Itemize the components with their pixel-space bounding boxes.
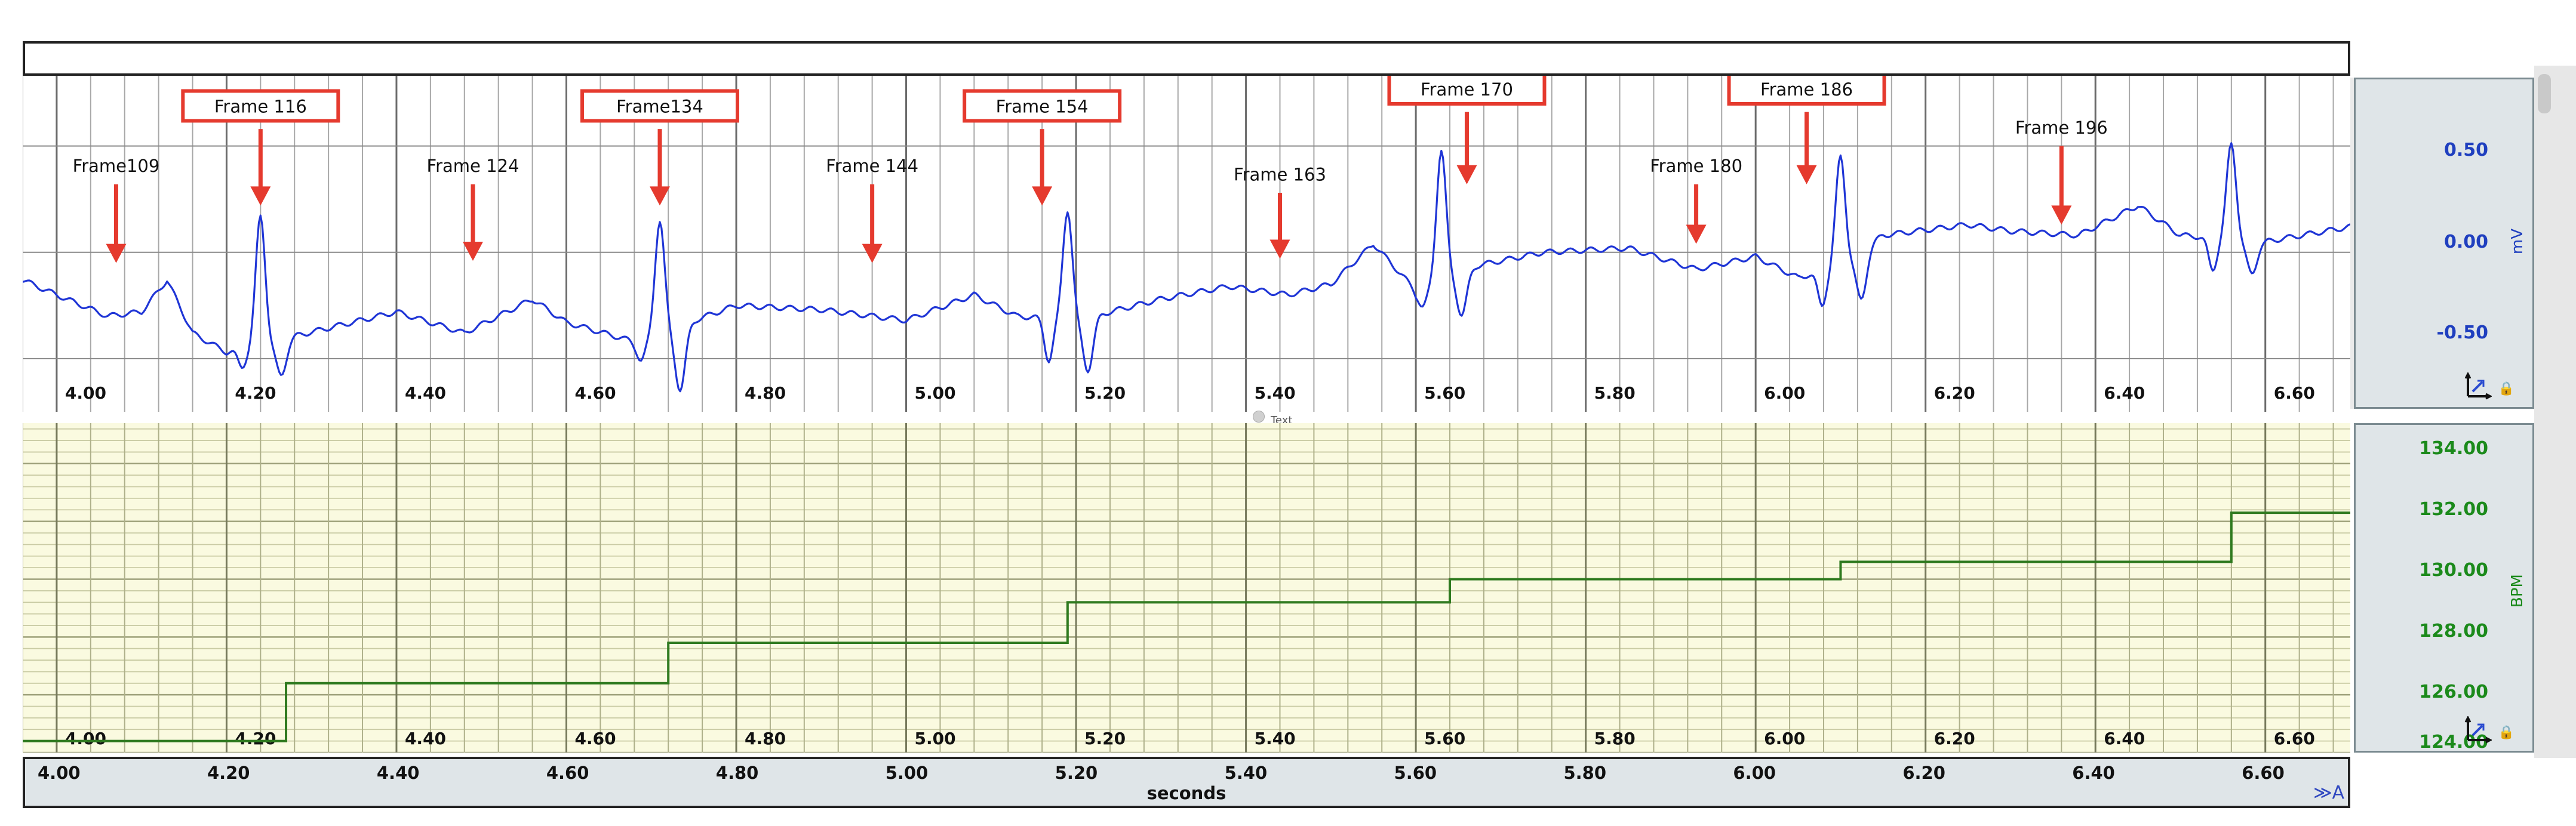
annotation-arrow-head [106,244,127,263]
bpm-xtick-label: 5.00 [915,729,956,748]
annotation-arrow-head [1269,239,1290,259]
annotation-arrow-head [1796,165,1817,184]
bpm-plot: 4.00 4.20 4.40 4.60 4.80 5.00 5.20 5.40 5.60 5.80… [23,423,2350,753]
annotation-label: Frame 154 [996,96,1089,116]
panel-resize-handle[interactable] [2350,78,2354,409]
ecg-xtick-label: 6.60 [2274,383,2315,403]
ecg-waveform-line [23,142,2350,393]
lock-icon[interactable]: 🔒 [2498,381,2514,396]
annotation-label: Frame134 [616,96,703,116]
ecg-xtick-label: 6.00 [1764,383,1805,403]
ecg-xtick-label: 5.80 [1594,383,1636,403]
annotation-arrow-head [250,186,271,206]
time-axis-tick-label: 4.40 [376,763,420,783]
time-axis[interactable]: 4.00 4.20 4.40 4.60 4.80 5.00 5.20 5.40 5.60 5.80… [23,757,2350,808]
title-bar [23,41,2350,76]
time-axis-tick-label: 6.00 [1733,763,1776,783]
bpm-ytick: 134.00 [2419,438,2488,459]
bpm-xtick-label: 5.60 [1424,729,1465,748]
bpm-ytick: 126.00 [2419,682,2488,702]
annotation-label: Frame 144 [826,156,918,176]
time-axis-tick-label: 5.00 [885,763,929,783]
bpm-step-line [23,511,2350,742]
bpm-xtick-label: 4.60 [574,729,616,748]
annotation-box [1387,76,1547,106]
time-axis-tick-label: 5.80 [1563,763,1607,783]
time-axis-tick-label: 5.60 [1394,763,1437,783]
time-axis-tick-label: 6.40 [2072,763,2115,783]
ecg-xtick-label: 5.40 [1255,383,1296,403]
bpm-xtick-label: 6.20 [1934,729,1975,748]
bpm-xtick-label: 5.20 [1084,729,1126,748]
ecg-unit-label: mV [2509,229,2526,255]
annotation-arrow-head [862,244,883,263]
time-axis-tick-label: 6.20 [1902,763,1945,783]
ecg-xtick-label: 6.20 [1934,383,1975,403]
ecg-xtick-label: 4.60 [574,383,616,403]
bpm-xtick-label: 6.00 [1764,729,1805,748]
bpm-xtick-label: 4.00 [65,729,106,748]
time-axis-tick-label: 4.20 [207,763,250,783]
bpm-xtick-label: 4.40 [405,729,446,748]
annotation-box [963,89,1122,123]
axis-controls-icon[interactable]: ≫A [2313,782,2344,803]
annotation-box [1727,76,1886,106]
annotation-label: Frame 180 [1650,156,1742,176]
time-axis-tick-label: 5.20 [1055,763,1098,783]
divider-dot[interactable] [1253,411,1265,423]
annotation-arrow-head [2051,205,2072,225]
scrollbar-thumb[interactable] [2538,74,2551,113]
bpm-xtick-label: 4.20 [235,729,276,748]
bpm-ytick: 132.00 [2419,499,2488,520]
ecg-plot: 4.00 4.20 4.40 4.60 4.80 5.00 5.20 5.40 5.60 5.80… [23,76,2350,412]
annotation-label: Frame 124 [427,156,519,176]
ecg-scale-panel: 0.50 0.00 -0.50 mV 🔒 [2354,78,2534,409]
ecg-xtick-label: 4.80 [745,383,786,403]
time-axis-tick-label: 5.40 [1224,763,1268,783]
bpm-xtick-label: 6.40 [2104,729,2145,748]
annotation-label: Frame 196 [2015,118,2108,138]
annotation-arrow-head [649,186,670,206]
time-axis-tick-label: 4.00 [38,763,81,783]
time-axis-tick-label: 4.60 [546,763,589,783]
annotation-arrow-head [1686,224,1707,244]
ecg-xtick-label: 6.40 [2104,383,2145,403]
bpm-xtick-label: 4.80 [745,729,786,748]
time-axis-tick-label: 6.60 [2242,763,2285,783]
bpm-xtick-label: 5.40 [1255,729,1296,748]
annotation-box [580,89,739,123]
time-axis-tick-label: 4.80 [715,763,759,783]
ecg-ytick: 0.50 [2443,140,2488,161]
autoscale-icon[interactable] [2464,372,2492,400]
vertical-scrollbar[interactable] [2534,66,2576,758]
autoscale-icon[interactable] [2464,716,2492,744]
ecg-xtick-label: 5.60 [1424,383,1465,403]
annotation-label: Frame 163 [1234,164,1326,184]
bpm-ytick: 128.00 [2419,621,2488,642]
annotation-label: Frame 186 [1760,79,1853,100]
annotation-arrow-head [1456,165,1477,184]
ecg-xtick-label: 5.00 [915,383,956,403]
bpm-ytick: 124.00 [2419,732,2488,753]
bpm-ytick: 130.00 [2419,560,2488,581]
annotation-arrow-head [1032,186,1053,206]
ecg-xtick-label: 4.00 [65,383,106,403]
time-axis-title: seconds [1146,783,1226,803]
ecg-xtick-label: 5.20 [1084,383,1126,403]
annotation-box [181,89,340,123]
annotation-label: Frame 116 [214,96,307,116]
bpm-xtick-label: 6.60 [2274,729,2315,748]
annotation-arrow-head [462,242,483,261]
lock-icon[interactable]: 🔒 [2498,725,2514,740]
ecg-ytick: -0.50 [2436,322,2488,343]
ecg-xtick-label: 4.40 [405,383,446,403]
ecg-ytick: 0.00 [2443,232,2488,252]
ecg-xtick-label: 4.20 [235,383,276,403]
bpm-unit-label: BPM [2509,574,2526,608]
bpm-scale-panel: 134.00 132.00 130.00 128.00 126.00 124.0… [2354,423,2534,753]
annotation-label: Frame 170 [1421,79,1513,100]
annotation-label: Frame109 [73,156,160,176]
bpm-xtick-label: 5.80 [1594,729,1636,748]
